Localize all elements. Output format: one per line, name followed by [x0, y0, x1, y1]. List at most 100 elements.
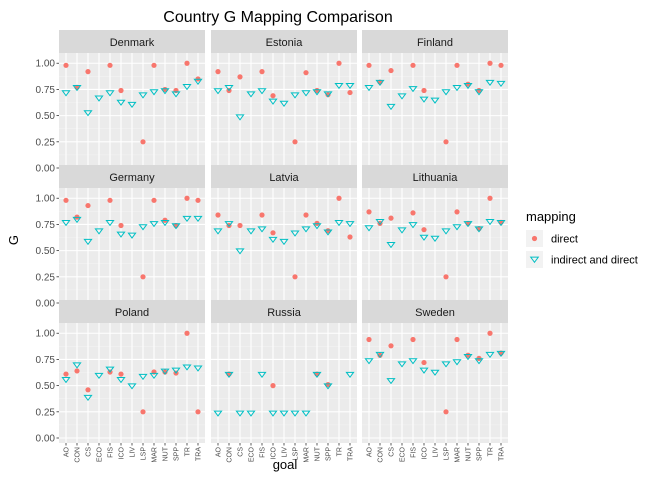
point-indirect: [72, 85, 82, 92]
point-indirect: [279, 238, 289, 246]
point-indirect: [345, 221, 355, 228]
point-direct: [388, 343, 394, 349]
x-tick-label: CS: [389, 447, 396, 457]
x-tick-label: TR: [185, 447, 192, 456]
strip-label: Denmark: [110, 37, 155, 49]
point-direct: [151, 62, 157, 68]
strip-bg: [59, 165, 205, 188]
point-direct: [443, 274, 449, 280]
point-direct: [215, 212, 221, 218]
legend-direct-marker: [531, 235, 538, 242]
point-indirect: [485, 219, 495, 226]
point-indirect: [182, 84, 192, 91]
x-tick-label: SPP: [326, 447, 333, 461]
x-tick-label: FIS: [260, 447, 267, 458]
point-indirect: [496, 350, 506, 358]
point-indirect: [312, 223, 322, 230]
strip-label: Latvia: [269, 172, 299, 184]
point-direct: [140, 409, 146, 415]
y-tick-label: 1.00: [36, 194, 56, 205]
point-direct: [421, 359, 427, 366]
point-direct: [184, 60, 190, 66]
point-indirect: [397, 93, 407, 100]
point-indirect: [430, 235, 440, 242]
x-tick-label: LSP: [141, 447, 148, 461]
point-indirect: [105, 220, 115, 227]
facet-latvia: Latvia: [211, 165, 357, 308]
point-direct: [85, 202, 91, 209]
y-axis-title: G: [6, 235, 21, 245]
x-tick-label: LIV: [282, 447, 289, 458]
point-direct: [347, 234, 353, 240]
y-tick-label: 0.50: [36, 246, 56, 257]
point-indirect: [127, 101, 137, 109]
point-direct: [487, 330, 493, 336]
point-indirect: [375, 79, 385, 87]
point-indirect: [290, 230, 300, 237]
point-direct: [366, 209, 372, 215]
x-tick-label: CON: [227, 447, 234, 463]
chart-title: Country G Mapping Comparison: [163, 9, 392, 26]
x-tick-label: TR: [337, 447, 344, 456]
point-direct: [292, 139, 298, 145]
point-indirect: [138, 224, 148, 231]
point-indirect: [213, 410, 223, 417]
point-indirect: [193, 365, 203, 372]
point-indirect: [224, 85, 234, 92]
strip-label: Estonia: [266, 37, 304, 49]
point-indirect: [290, 92, 300, 99]
point-indirect: [160, 368, 170, 375]
point-indirect: [290, 410, 300, 417]
point-direct: [410, 336, 416, 343]
point-direct: [487, 195, 493, 201]
point-direct: [454, 62, 460, 68]
point-direct: [85, 69, 91, 75]
point-indirect: [474, 89, 484, 96]
point-indirect: [463, 82, 473, 90]
point-indirect: [345, 371, 355, 379]
point-direct: [63, 62, 69, 68]
point-indirect: [397, 361, 407, 368]
point-direct: [366, 62, 372, 68]
x-tick-label: ICO: [422, 446, 429, 459]
point-indirect: [268, 410, 278, 417]
y-tick-label: 0.50: [36, 381, 56, 392]
legend-label-direct: direct: [551, 234, 578, 246]
strip-label: Lithuania: [413, 172, 459, 184]
x-tick-label: AO: [367, 446, 374, 457]
point-indirect: [474, 358, 484, 365]
point-indirect: [485, 79, 495, 87]
point-indirect: [116, 99, 126, 106]
point-indirect: [375, 351, 385, 359]
point-indirect: [419, 367, 429, 374]
point-indirect: [182, 215, 192, 223]
x-tick-label: LSP: [444, 447, 451, 461]
point-indirect: [323, 383, 333, 390]
point-direct: [443, 409, 449, 415]
point-indirect: [452, 359, 462, 366]
point-indirect: [213, 88, 223, 95]
point-indirect: [149, 372, 159, 380]
point-indirect: [127, 232, 137, 239]
point-indirect: [301, 226, 311, 233]
x-tick-label: MAR: [152, 447, 159, 463]
legend-label-indirect: indirect and direct: [551, 255, 638, 267]
x-tick-label: ECO: [97, 446, 104, 462]
point-direct: [314, 87, 320, 94]
point-direct: [336, 195, 342, 201]
point-indirect: [182, 364, 192, 371]
point-direct: [237, 222, 243, 229]
point-indirect: [83, 238, 93, 246]
point-indirect: [171, 367, 181, 374]
point-direct: [336, 60, 342, 66]
point-indirect: [364, 85, 374, 92]
facet-russia: Russia: [211, 300, 357, 443]
point-direct: [388, 215, 394, 221]
point-direct: [476, 87, 482, 94]
y-tick-label: 0.00: [36, 164, 56, 175]
point-indirect: [224, 371, 234, 379]
strip-bg: [211, 165, 357, 188]
point-indirect: [452, 85, 462, 92]
y-tick-label: 0.25: [36, 272, 56, 283]
x-axis-title: goal: [273, 457, 298, 472]
